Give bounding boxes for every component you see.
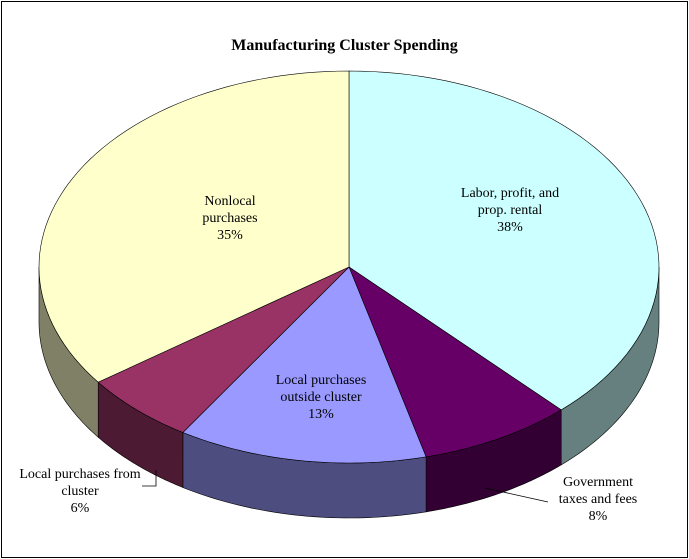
data-label: Local purchases from cluster 6% (18, 466, 142, 517)
data-label: Government taxes and fees 8% (548, 474, 648, 525)
label-name: Government taxes and fees (558, 475, 638, 507)
label-value: 38% (497, 220, 523, 235)
chart-title: Manufacturing Cluster Spending (231, 37, 458, 54)
slice (348, 70, 660, 411)
label-value: 13% (308, 407, 334, 422)
data-label: Local purchases outside cluster 13% (263, 372, 379, 423)
label-name: Nonlocal purchases (202, 194, 258, 226)
label-name: Local purchases outside cluster (275, 373, 367, 405)
label-value: 35% (217, 228, 243, 243)
leader-line (484, 487, 549, 503)
data-label: Labor, profit, and prop. rental 38% (445, 185, 575, 236)
slice (348, 266, 562, 458)
slice (97, 266, 350, 433)
label-value: 8% (588, 509, 608, 524)
label-name: Labor, profit, and prop. rental (460, 186, 560, 218)
label-value: 6% (70, 501, 90, 516)
slice (38, 70, 350, 383)
data-label: Nonlocal purchases 35% (190, 193, 270, 244)
label-name: Local purchases from cluster (19, 467, 141, 499)
leader-line (142, 470, 157, 487)
slice (182, 266, 427, 464)
